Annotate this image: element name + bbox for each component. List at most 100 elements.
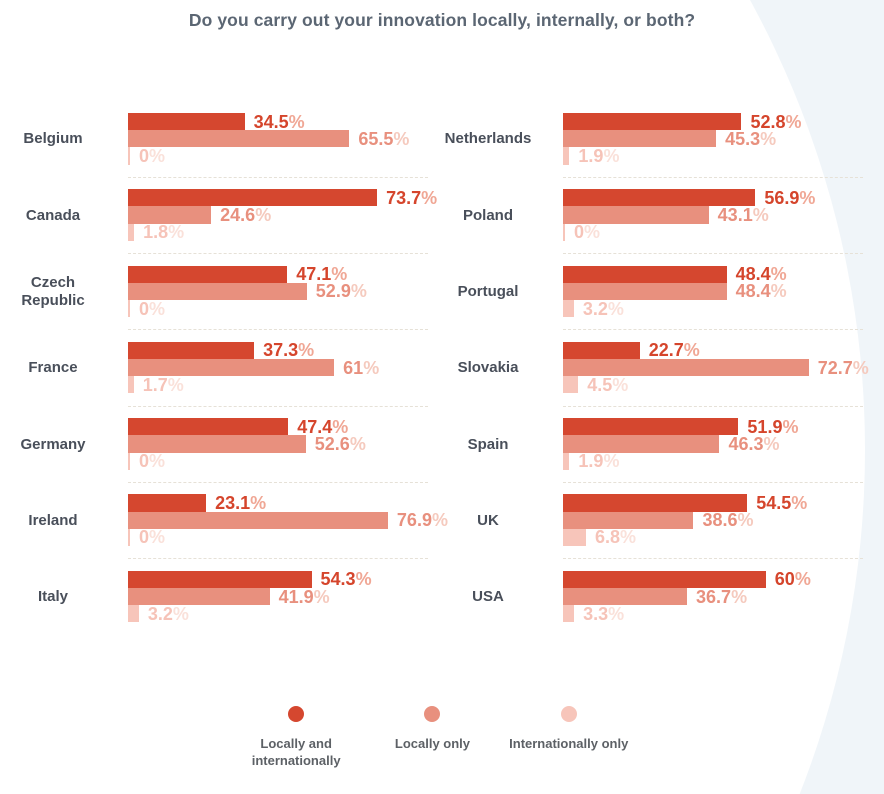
value-unit: %: [852, 357, 869, 378]
value-label: 41.9%: [279, 588, 330, 606]
bar-line: 43.1%: [563, 205, 815, 226]
value-number: 76.9: [396, 510, 432, 531]
bar-locally-and-internationally: [563, 113, 742, 131]
value-label: 46.3%: [728, 435, 779, 453]
bar-line: 76.9%: [128, 510, 448, 531]
bar-locally-only: [128, 282, 307, 300]
bar-locally-only: [563, 435, 720, 453]
value-label: 56.9%: [764, 189, 815, 207]
bar-internationally-only: [563, 528, 586, 547]
bar-line: 41.9%: [128, 588, 372, 606]
value-number: 48.4: [735, 281, 771, 302]
country-row-canada: Canada 73.7% 24.6% 1.8%: [0, 176, 449, 265]
bar-group: 73.7% 24.6% 1.8%: [128, 189, 437, 241]
value-label: 3.3%: [583, 605, 624, 623]
bar-line: 54.3%: [128, 570, 372, 588]
bar-line: 6.8%: [563, 528, 807, 547]
country-label: Ireland: [28, 511, 78, 529]
value-label: 34.5%: [254, 113, 305, 131]
bar-line: 24.6%: [128, 206, 437, 224]
value-number: 37.3: [263, 340, 299, 361]
value-number: 36.7: [696, 586, 732, 607]
bar-locally-and-internationally: [563, 265, 727, 283]
value-unit: %: [584, 222, 601, 243]
value-number: 54.3: [320, 569, 356, 590]
value-unit: %: [167, 374, 184, 395]
bar-line: 37.3%: [128, 340, 379, 361]
country-row-spain: Spain 51.9% 46.3% 1.9%: [435, 405, 884, 494]
bar-group: 48.4% 48.4% 3.2%: [563, 264, 787, 319]
bar-line: 47.4%: [128, 418, 366, 436]
bar-line: 36.7%: [563, 587, 811, 606]
value-unit: %: [731, 586, 748, 607]
value-number: 41.9: [278, 586, 314, 607]
value-label: 54.5%: [756, 494, 807, 512]
value-unit: %: [752, 205, 769, 226]
value-number: 3.2: [582, 298, 608, 319]
bar-line: 0%: [128, 145, 409, 166]
value-unit: %: [785, 111, 802, 132]
value-label: 1.9%: [578, 147, 619, 165]
value-unit: %: [172, 603, 189, 624]
value-unit: %: [288, 111, 305, 132]
bar-internationally-only: [128, 223, 135, 241]
legend: Locally and internationally Locally only…: [228, 706, 637, 770]
value-unit: %: [603, 451, 620, 472]
value-number: 48.4: [735, 264, 771, 285]
value-number: 0: [139, 145, 150, 166]
chart-column-right: Netherlands 52.8% 45.3% 1.9% Poland 56.9% 43.1…: [435, 113, 884, 647]
value-number: 56.9: [764, 187, 800, 208]
bar-line: 45.3%: [563, 130, 802, 148]
value-label: 1.9%: [578, 452, 619, 470]
bar-locally-only: [128, 359, 335, 377]
bar-line: 56.9%: [563, 189, 815, 207]
bar-locally-only: [563, 587, 688, 606]
value-number: 4.5: [587, 374, 613, 395]
value-label: 52.9%: [316, 282, 367, 300]
bar-line: 0%: [128, 452, 366, 470]
bar-group: 47.4% 52.6% 0%: [128, 418, 366, 470]
bar-line: 0%: [128, 528, 448, 547]
country-row-poland: Poland 56.9% 43.1% 0%: [435, 176, 884, 265]
value-number: 46.3: [728, 433, 764, 454]
bar-locally-only: [128, 206, 212, 224]
value-label: 52.6%: [315, 435, 366, 453]
bar-internationally-only: [128, 528, 130, 547]
value-unit: %: [603, 145, 620, 166]
value-label: 6.8%: [595, 528, 636, 546]
bar-locally-and-internationally: [563, 341, 640, 360]
value-unit: %: [794, 569, 811, 590]
value-label: 1.8%: [143, 223, 184, 241]
value-unit: %: [149, 298, 166, 319]
bar-line: 72.7%: [563, 357, 869, 378]
country-label: Netherlands: [444, 130, 532, 148]
country-label: Belgium: [23, 130, 83, 148]
bar-line: 73.7%: [128, 187, 438, 208]
bar-internationally-only: [128, 147, 130, 165]
value-label: 23.1%: [215, 494, 266, 512]
bar-internationally-only: [563, 223, 565, 241]
bar-line: 4.5%: [563, 374, 869, 395]
value-unit: %: [331, 264, 348, 285]
country-label: Germany: [20, 435, 86, 453]
value-label: 0%: [139, 300, 165, 318]
bar-group: 56.9% 43.1% 0%: [563, 189, 815, 241]
bar-line: 0%: [128, 300, 367, 318]
value-label: 22.7%: [649, 341, 700, 359]
bar-locally-and-internationally: [128, 189, 378, 207]
legend-label: Locally and internationally: [251, 736, 341, 768]
bar-locally-and-internationally: [128, 494, 207, 512]
bar-line: 3.2%: [128, 603, 372, 624]
value-label: 36.7%: [696, 588, 747, 606]
value-unit: %: [799, 187, 816, 208]
bar-locally-and-internationally: [128, 570, 312, 588]
value-label: 54.3%: [321, 570, 372, 588]
bar-locally-only: [128, 511, 388, 529]
value-unit: %: [431, 510, 448, 531]
bar-locally-and-internationally: [563, 570, 766, 588]
value-unit: %: [620, 527, 637, 548]
bar-line: 48.4%: [563, 264, 787, 285]
bar-locally-only: [128, 435, 306, 453]
value-unit: %: [421, 187, 438, 208]
bar-locally-and-internationally: [563, 189, 756, 207]
